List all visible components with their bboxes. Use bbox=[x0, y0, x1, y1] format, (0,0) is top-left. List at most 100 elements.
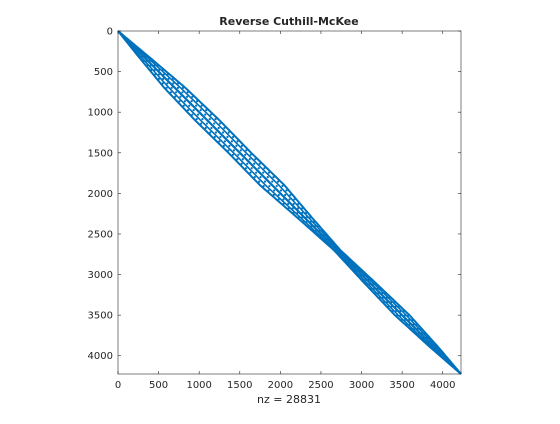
nonzero-marker bbox=[183, 100, 186, 103]
nonzero-marker bbox=[162, 73, 165, 76]
nonzero-marker bbox=[165, 86, 168, 89]
nonzero-marker bbox=[204, 113, 207, 116]
nonzero-marker bbox=[208, 117, 211, 121]
nonzero-marker bbox=[200, 122, 203, 125]
nonzero-marker bbox=[308, 216, 312, 219]
nonzero-marker bbox=[305, 220, 308, 223]
nonzero-marker bbox=[390, 305, 393, 308]
nonzero-marker bbox=[374, 292, 377, 295]
nonzero-marker bbox=[429, 341, 432, 344]
nonzero-marker bbox=[250, 167, 253, 170]
nonzero-marker bbox=[258, 180, 261, 183]
nonzero-marker bbox=[314, 225, 317, 228]
nonzero-marker bbox=[368, 283, 371, 286]
nonzero-marker bbox=[403, 318, 407, 322]
x-tick-label: 2000 bbox=[268, 380, 293, 391]
nonzero-marker bbox=[328, 243, 331, 246]
y-tick-label: 2000 bbox=[88, 189, 113, 200]
nonzero-marker bbox=[297, 216, 300, 219]
nonzero-marker bbox=[423, 332, 426, 335]
nonzero-marker bbox=[267, 189, 270, 192]
nonzero-marker bbox=[341, 251, 344, 255]
nonzero-marker bbox=[246, 162, 249, 165]
x-tick-label: 1500 bbox=[227, 380, 252, 391]
nonzero-marker bbox=[310, 225, 313, 228]
nonzero-marker bbox=[231, 153, 234, 156]
nonzero-marker bbox=[369, 278, 373, 281]
nonzero-marker bbox=[292, 202, 295, 206]
nonzero-marker bbox=[130, 46, 134, 49]
nonzero-marker bbox=[268, 184, 271, 188]
nonzero-marker bbox=[431, 341, 435, 344]
y-tick-label: 0 bbox=[107, 27, 113, 38]
nonzero-marker bbox=[192, 109, 195, 112]
nonzero-marker bbox=[353, 265, 356, 268]
nonzero-marker bbox=[263, 167, 266, 170]
nonzero-marker bbox=[148, 59, 151, 63]
nonzero-marker bbox=[276, 180, 280, 183]
nonzero-marker bbox=[288, 198, 291, 201]
nonzero-marker bbox=[321, 238, 325, 241]
nonzero-marker bbox=[386, 301, 389, 304]
nonzero-marker bbox=[166, 82, 169, 85]
nonzero-marker bbox=[346, 260, 349, 264]
nonzero-marker bbox=[210, 126, 213, 130]
nonzero-marker bbox=[399, 309, 402, 313]
nonzero-marker bbox=[181, 91, 184, 94]
nonzero-marker bbox=[140, 55, 144, 58]
nonzero-marker bbox=[249, 171, 252, 174]
nonzero-marker bbox=[281, 184, 284, 188]
nonzero-marker bbox=[240, 162, 243, 165]
nonzero-marker bbox=[171, 77, 175, 80]
nonzero-marker bbox=[305, 211, 308, 214]
nonzero-marker bbox=[365, 274, 368, 277]
x-tick-label: 0 bbox=[115, 380, 121, 391]
nonzero-marker bbox=[301, 216, 304, 219]
nonzero-marker bbox=[255, 171, 258, 174]
sparsity-band bbox=[117, 30, 462, 375]
nonzero-marker bbox=[134, 51, 137, 54]
nonzero-marker bbox=[218, 122, 222, 125]
nonzero-marker bbox=[200, 104, 203, 107]
nonzero-marker bbox=[455, 368, 458, 371]
nonzero-marker bbox=[166, 73, 169, 76]
nonzero-marker bbox=[157, 77, 160, 80]
nonzero-marker bbox=[248, 158, 251, 161]
nonzero-marker bbox=[329, 238, 332, 241]
nonzero-marker bbox=[136, 46, 139, 49]
nonzero-marker bbox=[174, 91, 178, 94]
nonzero-marker bbox=[429, 345, 432, 348]
x-tick-label: 1000 bbox=[186, 380, 211, 391]
nonzero-marker bbox=[291, 207, 294, 210]
nonzero-marker bbox=[407, 318, 411, 322]
nonzero-marker bbox=[227, 131, 230, 134]
nonzero-marker bbox=[267, 171, 271, 174]
nonzero-marker bbox=[145, 59, 148, 63]
nonzero-marker bbox=[349, 260, 352, 264]
nonzero-marker bbox=[244, 153, 247, 156]
nonzero-marker bbox=[142, 59, 145, 63]
nonzero-marker bbox=[289, 193, 292, 197]
nonzero-marker bbox=[439, 350, 443, 353]
nonzero-marker bbox=[321, 229, 324, 232]
x-tick-label: 3000 bbox=[349, 380, 374, 391]
nonzero-marker bbox=[279, 189, 283, 192]
nonzero-marker bbox=[228, 144, 231, 147]
nonzero-marker bbox=[393, 301, 396, 304]
nonzero-marker bbox=[153, 73, 157, 76]
nonzero-marker bbox=[415, 323, 418, 326]
nonzero-marker bbox=[292, 211, 295, 214]
nonzero-marker bbox=[336, 251, 339, 255]
nonzero-marker bbox=[357, 274, 360, 277]
nonzero-marker bbox=[167, 77, 170, 80]
nonzero-marker bbox=[399, 314, 402, 317]
nonzero-marker bbox=[236, 140, 239, 143]
nonzero-marker bbox=[340, 256, 343, 259]
nonzero-marker bbox=[217, 126, 220, 130]
nonzero-marker bbox=[424, 341, 427, 344]
nonzero-marker bbox=[176, 82, 180, 85]
nonzero-marker bbox=[435, 345, 439, 348]
nonzero-marker bbox=[342, 256, 345, 259]
nonzero-marker bbox=[282, 202, 285, 206]
